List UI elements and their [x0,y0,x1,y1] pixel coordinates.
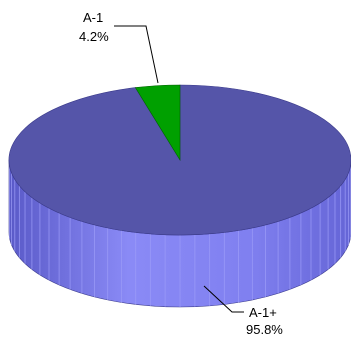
slice-label-a1: A-1 [83,10,103,25]
leader-line-a1-plus [203,285,244,313]
slice-value-a1-plus: 95.8% [246,322,283,337]
leader-line-a1 [114,25,159,84]
slice-value-a1: 4.2% [79,29,109,44]
pie-side-ribs [9,166,351,307]
slice-label-a1-plus: A-1+ [249,305,277,320]
pie-slice-a1 [134,84,181,162]
